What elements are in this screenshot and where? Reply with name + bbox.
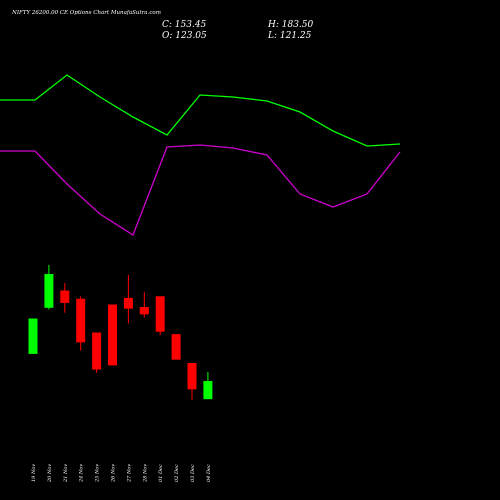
x-axis-ticks: 19 Nov 20 Nov 21 Nov 24 Nov 25 Nov 26 Nov 27 N… <box>31 464 212 483</box>
candles-group <box>28 265 213 400</box>
candle-body <box>187 362 197 390</box>
open-value: O: 123.05 <box>162 31 207 41</box>
x-tick-label: 26 Nov <box>111 464 117 483</box>
x-tick-label: 28 Nov <box>142 464 148 483</box>
x-tick-label: 27 Nov <box>126 464 132 483</box>
x-tick-label: 19 Nov <box>31 464 37 482</box>
candle-body <box>171 334 181 360</box>
candle-body <box>108 304 117 366</box>
x-tick-label: 04 Dec <box>206 464 212 482</box>
x-tick-label: 25 Nov <box>95 464 101 483</box>
x-tick-label: 21 Nov <box>63 464 69 483</box>
x-tick-label: 20 Nov <box>47 464 53 483</box>
candle-body <box>123 297 133 309</box>
low-value: L: 121.25 <box>267 31 312 41</box>
close-value: C: 153.45 <box>162 20 207 30</box>
x-tick-label: 24 Nov <box>79 464 85 483</box>
candle-body <box>92 332 102 370</box>
candle-body <box>76 298 86 343</box>
candle-body <box>60 290 70 303</box>
high-value: H: 183.50 <box>267 20 314 30</box>
candle-body <box>155 296 165 332</box>
x-tick-label: 01 Dec <box>158 464 164 482</box>
candle-body <box>28 318 38 354</box>
upper-band-line <box>0 74 401 147</box>
candle-body <box>139 306 149 315</box>
chart-title: NIFTY 26200.00 CE Options Chart MunafaSu… <box>11 10 161 16</box>
x-tick-label: 03 Dec <box>190 464 196 482</box>
x-tick-label: 02 Dec <box>174 464 180 482</box>
candle-body <box>44 274 54 308</box>
candle-body <box>203 381 213 400</box>
lower-band-line <box>0 144 401 236</box>
